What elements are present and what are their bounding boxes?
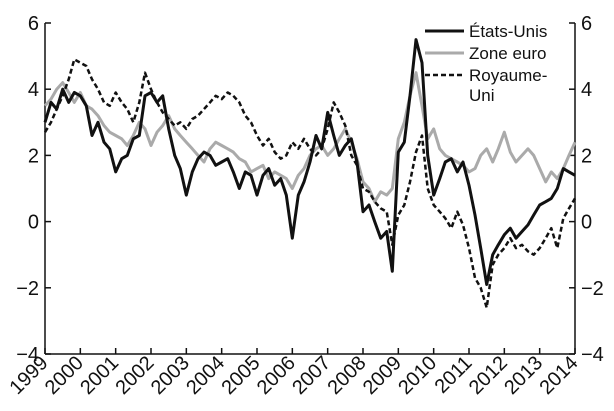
right-y-tick-label: 4 [581,79,592,101]
left-y-tick-label: 6 [28,13,39,35]
x-tick-label: 2000 [41,352,88,399]
right-y-tick-label: −4 [581,344,604,366]
series-line--tats-unis [43,38,576,286]
x-tick-label: 1999 [6,352,53,399]
series-line-zone-euro [43,71,577,204]
x-tick-label: 2009 [359,352,406,399]
chart-legend: États-Unis Zone euro Royaume-Uni [425,22,547,105]
chart-axes [44,22,576,355]
x-tick-label: 2002 [112,352,159,399]
left-y-tick-label: 2 [28,145,39,167]
x-tick-label: 2008 [324,352,371,399]
left-y-tick-label: −4 [16,344,39,366]
left-y-tick-labels: −4 −2 0 2 4 6 [16,13,39,366]
x-tick-label: 2014 [536,352,583,399]
x-tick-label: 2004 [182,352,229,399]
x-tick-label: 2011 [431,352,477,398]
right-y-tick-label: 6 [581,13,592,35]
right-y-tick-label: −2 [581,278,604,300]
x-tick-labels: 1999200020012002200320042005200620072008… [6,352,583,399]
x-tick-label: 2006 [253,352,300,399]
left-y-tick-label: −2 [16,278,39,300]
legend-label-zone-euro: Zone euro [469,44,547,63]
series-line-royaume-uni [43,58,577,309]
legend-label-royaume-uni: Royaume-Uni [469,66,547,105]
series-lines [43,38,577,309]
left-y-tick-label: 4 [28,79,39,101]
x-tick-label: 2005 [218,352,265,399]
x-tick-label: 2003 [147,352,194,399]
x-tick-label: 2001 [76,352,123,399]
right-y-tick-label: 0 [581,212,592,234]
x-tick-label: 2007 [288,352,335,399]
left-y-tick-label: 0 [28,212,39,234]
right-y-tick-label: 2 [581,145,592,167]
x-tick-label: 2013 [500,352,547,399]
legend-label-etats-unis: États-Unis [469,22,547,41]
x-tick-label: 2010 [394,352,441,399]
right-y-tick-labels: −4 −2 0 2 4 6 [581,13,604,366]
x-tick-label: 2012 [465,352,512,399]
